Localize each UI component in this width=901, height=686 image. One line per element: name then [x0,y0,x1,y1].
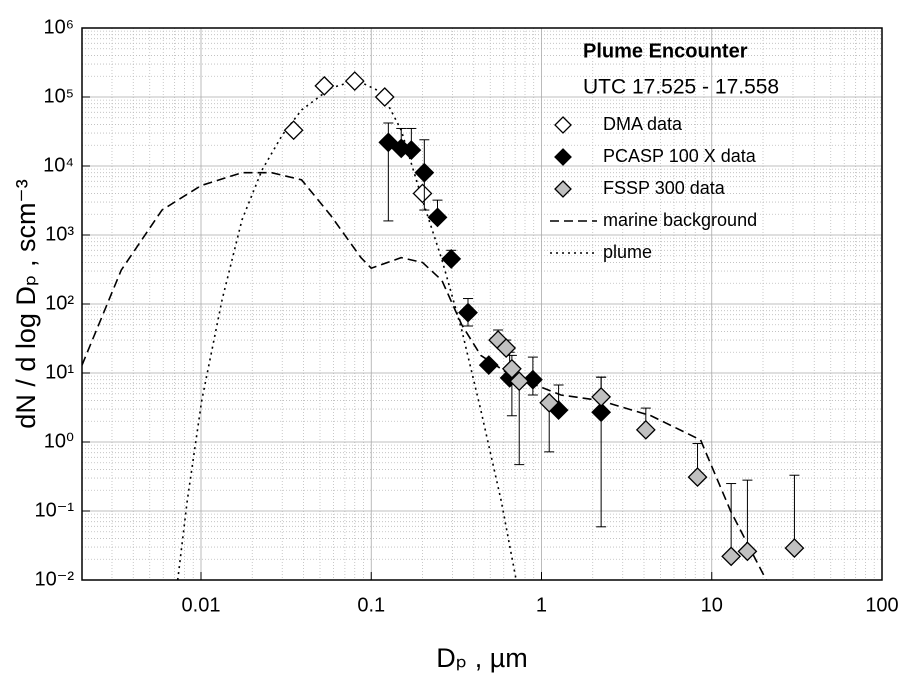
legend: Plume Encounter UTC 17.525 - 17.558 DMA … [550,40,779,262]
data-point [509,371,530,392]
data-point [441,249,462,269]
data-point [458,302,478,323]
data-point [401,140,422,161]
data-point [522,369,543,390]
y-tick-label: 10² [45,292,74,314]
data-point [635,419,656,440]
legend-subtitle: UTC 17.525 - 17.558 [583,76,779,99]
y-tick-label: 10⁻² [35,568,75,590]
y-tick-label: 10⁻¹ [35,499,75,521]
data-point [737,541,758,562]
legend-label: marine background [603,210,757,230]
data-point [427,207,448,228]
x-tick-label: 0.01 [182,594,221,616]
legend-marker [554,116,572,134]
data-point [283,120,304,141]
x-axis-title: Dₚ , µm [436,643,528,673]
curve [82,171,767,580]
y-tick-label: 10¹ [45,361,74,383]
data-point [478,355,499,376]
x-tick-label: 1 [536,594,547,616]
data-point [591,387,612,407]
curve [176,79,517,580]
legend-marker [554,148,572,166]
legend-title: Plume Encounter [583,40,748,62]
data-point [314,75,335,96]
legend-label: PCASP 100 X data [603,146,757,166]
x-tick-label: 0.1 [357,594,385,616]
data-point [414,162,435,183]
data-point [412,183,433,204]
y-axis-title: dN / d log Dₚ , scm⁻³ [11,179,41,428]
y-tick-label: 10³ [45,223,74,245]
y-tick-label: 10⁰ [44,430,74,452]
data-point [687,467,708,488]
data-point [374,87,395,107]
data-point [539,392,560,413]
x-tick-label: 100 [865,594,898,616]
x-tick-label: 10 [701,594,723,616]
legend-label: FSSP 300 data [603,178,726,198]
data-point [378,132,399,153]
data-point [501,358,522,379]
data-point [496,338,517,358]
data-point [784,538,805,559]
data-point [721,546,742,567]
data-point [591,402,612,423]
ticks: 0.01 0.1 1 10 100 10⁻² 10⁻¹ 10⁰ 10¹ 10² 10³ 10⁴ 10⁵ 1… [35,16,899,616]
plot-area [82,71,805,580]
y-tick-label: 10⁴ [43,154,74,176]
legend-label: DMA data [603,114,683,134]
legend-label: plume [603,242,652,262]
grid [82,27,883,581]
y-tick-label: 10⁶ [44,16,74,38]
y-tick-label: 10⁵ [43,85,74,107]
data-point [344,71,365,92]
legend-marker [554,180,572,198]
